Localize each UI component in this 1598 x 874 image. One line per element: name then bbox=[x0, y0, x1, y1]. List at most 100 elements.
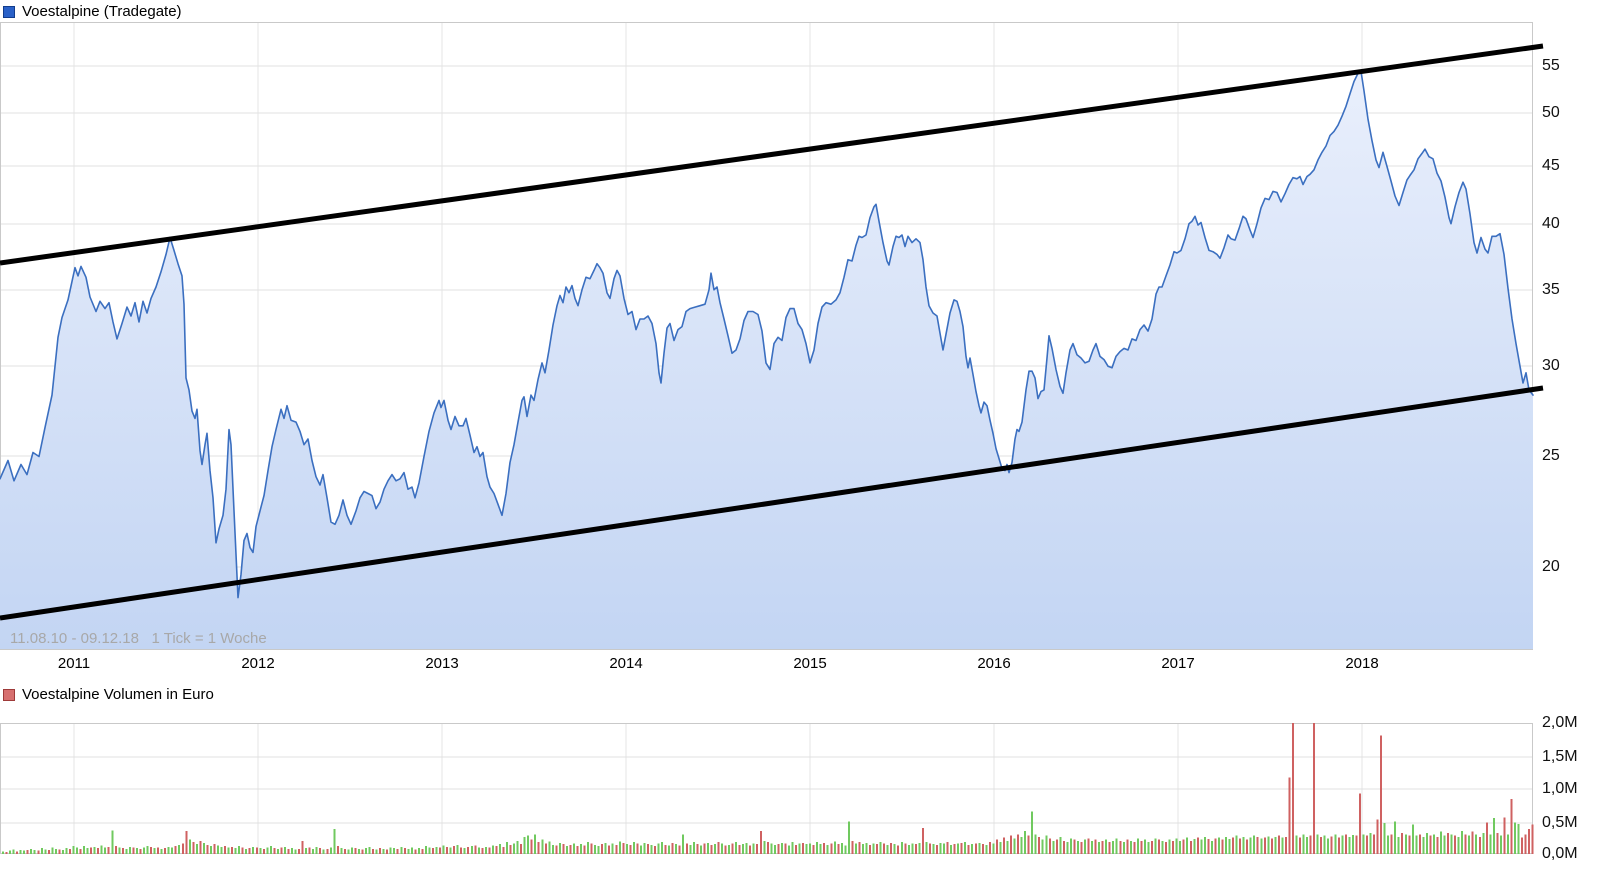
volume-bar bbox=[1436, 836, 1439, 854]
volume-bar bbox=[615, 844, 618, 854]
lower-trendline bbox=[0, 385, 1544, 621]
volume-bar bbox=[914, 844, 917, 854]
volume-legend: Voestalpine Volumen in Euro bbox=[3, 686, 214, 703]
volume-bar bbox=[86, 848, 89, 854]
volume-bar bbox=[798, 843, 801, 854]
volume-bar bbox=[294, 849, 297, 854]
volume-bar bbox=[943, 843, 946, 854]
volume-bar bbox=[61, 850, 64, 854]
volume-bar bbox=[192, 842, 195, 854]
volume-bar bbox=[361, 849, 364, 854]
volume-bar bbox=[565, 846, 568, 854]
volume-bar bbox=[773, 844, 776, 854]
volume-bar bbox=[1143, 839, 1146, 854]
volume-bar bbox=[1492, 817, 1495, 854]
volume-bar bbox=[178, 844, 181, 854]
volume-bar bbox=[1454, 835, 1457, 854]
volume-bar bbox=[724, 845, 727, 855]
volume-bar bbox=[897, 845, 900, 855]
volume-bar bbox=[252, 846, 255, 854]
volume-bar bbox=[858, 842, 861, 854]
volume-bar bbox=[787, 845, 790, 855]
volume-bar bbox=[424, 846, 427, 854]
volume-bar bbox=[699, 845, 702, 855]
volume-bar bbox=[869, 844, 872, 854]
volume-bar bbox=[865, 842, 868, 854]
volume-bar bbox=[1373, 834, 1376, 854]
volume-bar bbox=[114, 846, 117, 854]
price-axis-label: 50 bbox=[1542, 104, 1560, 121]
volume-bar bbox=[174, 846, 177, 854]
volume-bar bbox=[1140, 840, 1143, 854]
volume-bar bbox=[576, 846, 579, 854]
volume-bar bbox=[1401, 833, 1404, 854]
price-axis-label: 25 bbox=[1542, 447, 1560, 464]
volume-bar bbox=[932, 844, 935, 854]
volume-bar bbox=[298, 848, 301, 854]
volume-bar bbox=[1239, 838, 1242, 854]
volume-bar bbox=[851, 840, 854, 854]
volume-bar bbox=[548, 841, 551, 854]
volume-bar bbox=[16, 851, 19, 854]
volume-bar bbox=[463, 848, 466, 854]
volume-bar bbox=[481, 848, 484, 854]
volume-bar bbox=[259, 848, 262, 854]
volume-bar bbox=[1203, 836, 1206, 854]
volume-bar bbox=[1288, 777, 1291, 855]
volume-bar bbox=[1299, 837, 1302, 855]
volume-axis-label: 1,0M bbox=[1542, 780, 1578, 797]
volume-bar bbox=[935, 844, 938, 854]
volume-bar bbox=[1341, 835, 1344, 854]
volume-bar bbox=[562, 844, 565, 854]
volume-bar bbox=[1059, 836, 1062, 854]
volume-bar bbox=[1432, 834, 1435, 854]
volume-axis-label: 0,5M bbox=[1542, 814, 1578, 831]
volume-bar bbox=[717, 842, 720, 854]
volume-chart-panel[interactable] bbox=[0, 723, 1533, 854]
volume-bar bbox=[1485, 822, 1488, 854]
volume-bar bbox=[319, 848, 322, 854]
price-chart-panel[interactable] bbox=[0, 22, 1533, 650]
volume-bar bbox=[1246, 839, 1249, 854]
volume-bar bbox=[1048, 838, 1051, 854]
volume-bar bbox=[121, 848, 124, 854]
volume-bar bbox=[1076, 840, 1079, 854]
volume-bar bbox=[400, 846, 403, 854]
volume-bar bbox=[731, 843, 734, 854]
volume-bar bbox=[636, 843, 639, 854]
volume-bar bbox=[770, 843, 773, 854]
volume-bar bbox=[1196, 837, 1199, 855]
volume-bar bbox=[2, 851, 4, 854]
volume-bar bbox=[100, 845, 103, 855]
volume-bar bbox=[326, 848, 329, 854]
volume-bar bbox=[1334, 834, 1337, 854]
volume-bar bbox=[523, 836, 526, 854]
volume-bar bbox=[414, 849, 417, 854]
volume-bar bbox=[1214, 838, 1217, 854]
volume-bar bbox=[54, 848, 57, 854]
volume-bar bbox=[509, 844, 512, 854]
volume-bar bbox=[1119, 840, 1122, 854]
volume-bar bbox=[83, 846, 86, 854]
volume-bar bbox=[1126, 839, 1129, 854]
volume-bar bbox=[502, 846, 505, 854]
volume-bar bbox=[527, 835, 530, 854]
volume-bar bbox=[826, 844, 829, 854]
volume-bar bbox=[1514, 822, 1517, 854]
volume-bar bbox=[960, 842, 963, 854]
volume-bar bbox=[1355, 835, 1358, 854]
volume-bar bbox=[1182, 839, 1185, 854]
volume-bar bbox=[1098, 842, 1101, 854]
volume-bar bbox=[157, 847, 160, 854]
volume-bar bbox=[802, 842, 805, 854]
volume-bar bbox=[1376, 819, 1379, 854]
price-legend-label: Voestalpine (Tradegate) bbox=[22, 3, 182, 20]
volume-bar bbox=[389, 847, 392, 854]
volume-bar bbox=[1084, 839, 1087, 854]
volume-bar bbox=[890, 842, 893, 854]
volume-bar bbox=[135, 848, 138, 854]
volume-bar bbox=[544, 843, 547, 854]
volume-bar bbox=[1038, 836, 1041, 854]
